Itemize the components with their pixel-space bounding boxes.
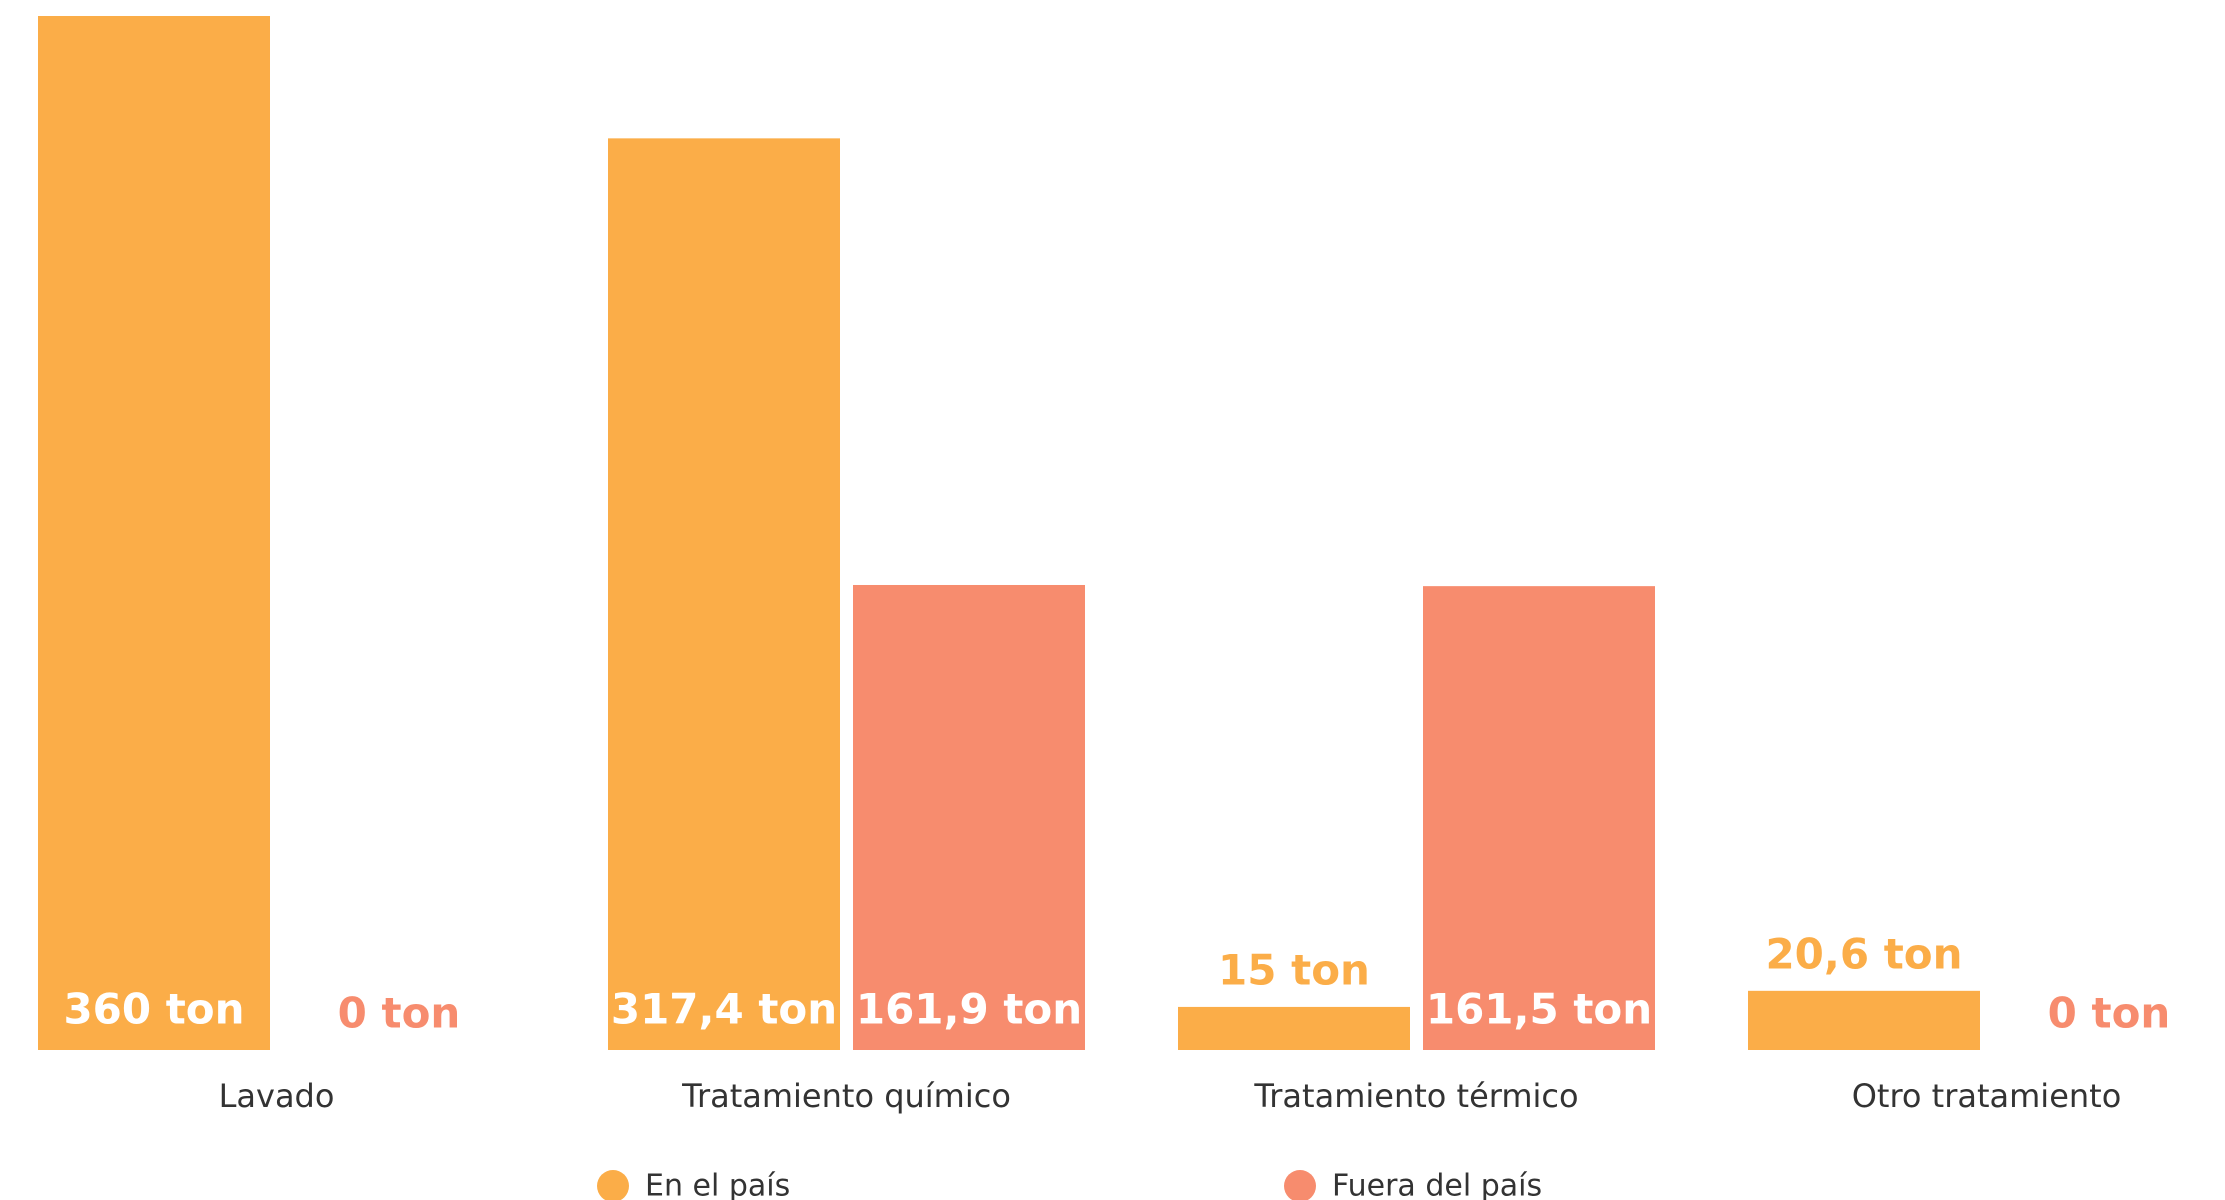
value-label: 20,6 ton: [1765, 929, 1962, 978]
legend-marker: [1284, 1170, 1316, 1200]
value-label: 0 ton: [2048, 989, 2171, 1038]
bar: [38, 16, 270, 1050]
x-tick-label: Tratamiento químico: [681, 1077, 1011, 1115]
legend-label: Fuera del país: [1332, 1169, 1542, 1200]
value-label: 360 ton: [63, 985, 244, 1034]
bar: [1178, 1006, 1410, 1050]
value-label: 317,4 ton: [611, 985, 837, 1034]
value-label: 0 ton: [338, 989, 461, 1038]
value-label: 161,9 ton: [856, 985, 1082, 1034]
value-label: 161,5 ton: [1426, 985, 1652, 1034]
bar: [1748, 990, 1980, 1050]
x-tick-label: Lavado: [219, 1077, 335, 1115]
legend-label: En el país: [645, 1169, 790, 1200]
x-tick-label: Otro tratamiento: [1852, 1077, 2122, 1115]
bar: [1423, 586, 1655, 1050]
x-tick-label: Tratamiento térmico: [1253, 1077, 1578, 1115]
bar: [608, 138, 840, 1050]
legend-marker: [597, 1170, 629, 1200]
bar: [853, 584, 1085, 1050]
value-label: 15 ton: [1218, 945, 1370, 994]
